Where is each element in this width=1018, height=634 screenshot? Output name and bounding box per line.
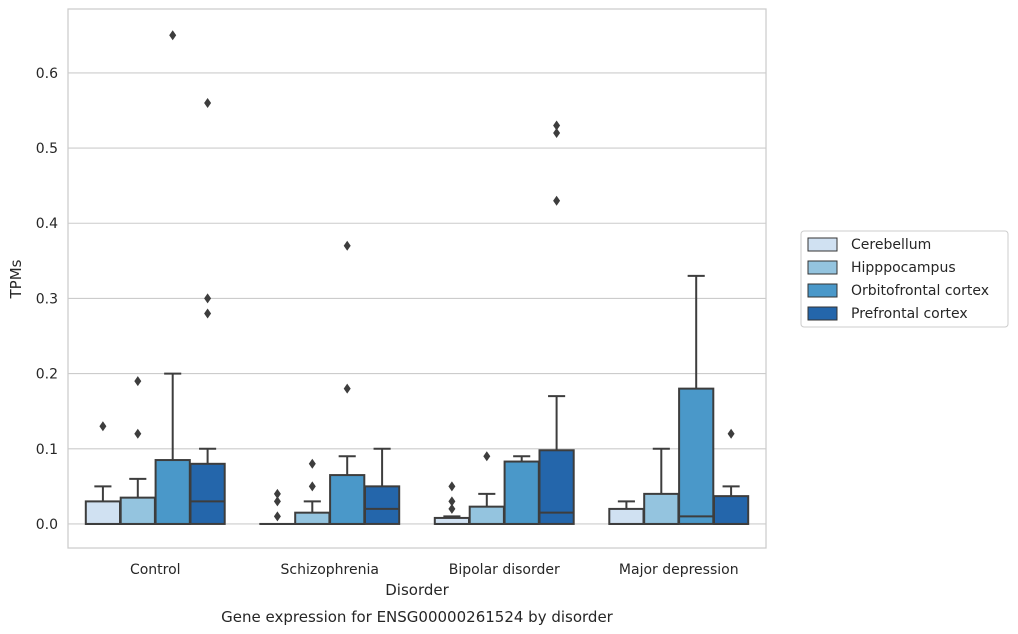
outlier-point	[553, 195, 561, 206]
box-orbitofrontal-cortex	[503, 455, 540, 525]
y-tick-label: 0.3	[36, 291, 58, 307]
legend-swatch	[807, 306, 838, 321]
outlier-point	[448, 503, 456, 514]
box-prefrontal-cortex	[712, 428, 750, 525]
outlier-point	[204, 308, 212, 319]
legend-frame	[800, 230, 1009, 328]
box-iqr	[678, 387, 715, 525]
box-orbitofrontal-cortex	[678, 274, 715, 525]
box-iqr	[538, 449, 575, 525]
box-hipppocampus	[294, 458, 331, 525]
box-iqr	[189, 462, 226, 525]
box-iqr	[329, 474, 366, 525]
outlier-point	[448, 496, 456, 507]
outlier-point	[553, 120, 561, 131]
outlier-point	[273, 511, 281, 522]
box-cerebellum	[84, 421, 122, 525]
y-tick-label: 0.4	[36, 216, 58, 232]
box-iqr	[468, 505, 505, 525]
box-iqr	[154, 459, 191, 525]
box-cerebellum	[608, 500, 645, 525]
outlier-point	[273, 488, 281, 499]
y-tick-label: 0.2	[36, 367, 58, 383]
y-tick-label: 0.0	[36, 517, 58, 533]
legend: Cerebellum Hipppocampus Orbitofrontal cort…	[800, 230, 1009, 328]
box-iqr	[712, 495, 750, 525]
outlier-point	[727, 428, 735, 439]
box-prefrontal-cortex	[538, 120, 575, 525]
box-iqr	[608, 507, 645, 525]
legend-swatch	[807, 237, 838, 252]
legend-swatch	[807, 283, 838, 298]
y-tick-labels: 0.0 0.1 0.2 0.3 0.4 0.5 0.6	[36, 66, 58, 533]
outlier-point	[308, 458, 316, 469]
box-iqr	[503, 460, 540, 525]
box-iqr	[294, 511, 331, 525]
outlier-point	[204, 293, 212, 304]
outlier-point	[448, 481, 456, 492]
outlier-point	[99, 421, 107, 432]
y-tick-label: 0.5	[36, 141, 58, 157]
legend-swatch	[807, 260, 838, 275]
legend-label: Hipppocampus	[851, 260, 956, 276]
box-iqr	[119, 496, 156, 525]
box-cerebellum	[259, 488, 296, 525]
x-tick-label: Major depression	[619, 562, 739, 578]
outlier-point	[204, 97, 212, 108]
y-tick-label: 0.1	[36, 442, 58, 458]
outlier-point	[308, 481, 316, 492]
outlier-point	[134, 428, 142, 439]
box-iqr	[643, 492, 680, 525]
outlier-point	[134, 376, 142, 387]
outlier-point	[483, 451, 491, 462]
outlier-point	[343, 240, 351, 251]
box-prefrontal-cortex	[363, 447, 401, 525]
legend-label: Prefrontal cortex	[851, 306, 968, 322]
box-hipppocampus	[468, 451, 505, 525]
outlier-point	[169, 30, 177, 41]
box-iqr	[84, 500, 122, 525]
box-groups	[84, 30, 750, 525]
x-tick-label: Schizophrenia	[281, 562, 379, 578]
x-tick-label: Bipolar disorder	[449, 562, 560, 578]
box-hipppocampus	[643, 447, 680, 525]
box-prefrontal-cortex	[189, 97, 226, 525]
box-orbitofrontal-cortex	[329, 240, 366, 525]
y-axis-label: TPMs	[7, 259, 25, 299]
outlier-point	[343, 383, 351, 394]
outlier-point	[553, 128, 561, 139]
x-axis-label: Disorder	[385, 581, 449, 599]
y-tick-label: 0.6	[36, 66, 58, 82]
plot-frame	[67, 8, 767, 549]
legend-label: Orbitofrontal cortex	[851, 283, 989, 299]
x-tick-labels: Control Schizophrenia Bipolar disorder Majo…	[130, 562, 739, 578]
x-tick-label: Control	[130, 562, 181, 578]
outlier-point	[273, 496, 281, 507]
box-orbitofrontal-cortex	[154, 30, 191, 525]
legend-label: Cerebellum	[851, 237, 931, 253]
chart-caption: Gene expression for ENSG00000261524 by d…	[221, 608, 614, 626]
box-hipppocampus	[119, 376, 156, 525]
box-iqr	[363, 485, 401, 525]
y-gridlines	[68, 72, 766, 525]
box-cerebellum	[433, 481, 471, 525]
